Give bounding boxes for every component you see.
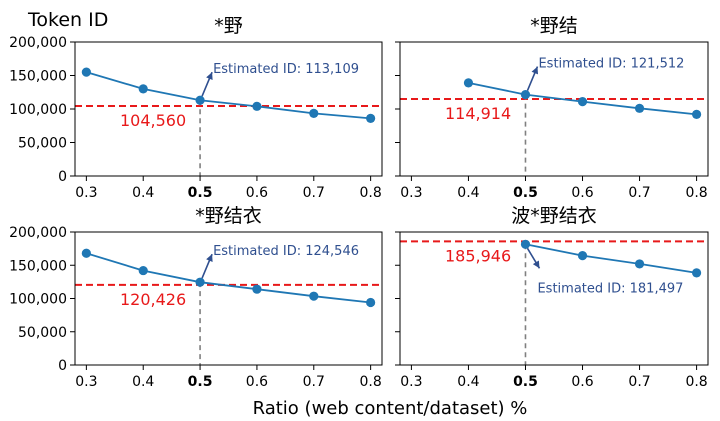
x-tick-label: 0.5 bbox=[188, 185, 213, 201]
x-tick-label: 0.7 bbox=[303, 374, 325, 390]
x-tick-label: 0.7 bbox=[303, 185, 325, 201]
estimate-annotation: Estimated ID: 113,109 bbox=[213, 62, 359, 77]
x-tick-label: 0.5 bbox=[188, 374, 213, 390]
x-tick-label: 0.7 bbox=[628, 185, 650, 201]
x-tick-label: 0.8 bbox=[685, 185, 707, 201]
x-tick-label: 0.8 bbox=[685, 374, 707, 390]
x-tick-label: 0.6 bbox=[571, 374, 593, 390]
chart-title: 波*野结衣 bbox=[511, 205, 597, 227]
reference-label: 104,560 bbox=[120, 111, 186, 130]
y-tick-label: 150,000 bbox=[9, 258, 67, 274]
x-tick-label: 0.8 bbox=[359, 374, 381, 390]
data-point bbox=[81, 248, 91, 258]
data-point bbox=[691, 109, 702, 119]
chart-title: *野结衣 bbox=[195, 205, 262, 227]
data-point bbox=[252, 284, 262, 294]
reference-label: 114,914 bbox=[445, 104, 511, 123]
data-point bbox=[577, 97, 588, 107]
series-line bbox=[86, 71, 371, 120]
x-tick-label: 0.3 bbox=[75, 185, 97, 201]
y-tick-label: 200,000 bbox=[9, 35, 67, 51]
series-line bbox=[525, 243, 697, 274]
data-point bbox=[309, 291, 319, 301]
reference-label: 120,426 bbox=[120, 290, 186, 309]
x-tick-label: 0.3 bbox=[75, 374, 97, 390]
data-point bbox=[309, 108, 319, 118]
x-tick-label: 0.4 bbox=[132, 374, 154, 390]
annotation-arrowhead bbox=[206, 254, 213, 262]
annotation-arrowhead bbox=[531, 66, 539, 75]
x-tick-label: 0.4 bbox=[457, 185, 479, 201]
x-tick-label: 0.6 bbox=[571, 185, 593, 201]
x-axis-label: Ratio (web content/dataset) % bbox=[253, 398, 528, 419]
chart-panel-2: *野结 114,914 Estimated ID: 121,512 0.3 0.4 0.5… bbox=[395, 15, 709, 201]
x-tick-label: 0.7 bbox=[628, 374, 650, 390]
x-tick-label: 0.5 bbox=[513, 185, 538, 201]
y-tick-label: 150,000 bbox=[9, 69, 67, 85]
data-point bbox=[252, 101, 262, 111]
chart-panel-1: *野 104,560 Estimated ID: 113,109 0.3 0.4 0.5 0… bbox=[9, 15, 383, 201]
x-tick-label: 0.4 bbox=[457, 374, 479, 390]
x-tick-label: 0.4 bbox=[132, 185, 154, 201]
data-point bbox=[634, 259, 645, 269]
y-tick-label: 0 bbox=[58, 169, 67, 185]
chart-title: *野结 bbox=[530, 15, 578, 37]
series-line bbox=[86, 252, 371, 304]
data-point bbox=[138, 265, 148, 276]
y-tick-label: 200,000 bbox=[9, 225, 67, 241]
annotation-arrowhead bbox=[206, 72, 213, 81]
x-tick-label: 0.8 bbox=[359, 185, 381, 201]
data-point bbox=[634, 103, 645, 113]
y-tick-label: 100,000 bbox=[9, 292, 67, 308]
data-point bbox=[81, 67, 91, 77]
y-tick-label: 50,000 bbox=[18, 136, 67, 152]
data-point bbox=[195, 277, 205, 287]
y-axis-label: Token ID bbox=[27, 9, 108, 31]
y-tick-label: 50,000 bbox=[18, 325, 67, 341]
x-tick-label: 0.6 bbox=[246, 185, 268, 201]
annotation-arrowhead bbox=[532, 260, 540, 269]
data-point bbox=[138, 84, 148, 94]
x-tick-label: 0.3 bbox=[400, 374, 422, 390]
data-point bbox=[520, 89, 531, 100]
x-tick-label: 0.3 bbox=[400, 185, 422, 201]
x-tick-label: 0.6 bbox=[246, 374, 268, 390]
data-point bbox=[520, 239, 531, 249]
reference-label: 185,946 bbox=[445, 246, 511, 265]
chart-title: *野 bbox=[214, 15, 243, 37]
data-point bbox=[577, 251, 588, 261]
y-tick-label: 100,000 bbox=[9, 102, 67, 118]
chart-panel-3: *野结衣 120,426 Estimated ID: 124,546 0.3 0.4 0.… bbox=[9, 205, 383, 390]
data-point bbox=[463, 78, 474, 88]
y-tick-label: 0 bbox=[58, 358, 67, 374]
data-point bbox=[366, 113, 376, 123]
x-tick-label: 0.5 bbox=[513, 374, 538, 390]
data-point bbox=[195, 95, 205, 105]
estimate-annotation: Estimated ID: 124,546 bbox=[213, 244, 359, 259]
data-point bbox=[366, 297, 376, 308]
estimate-annotation: Estimated ID: 181,497 bbox=[537, 281, 683, 296]
estimate-annotation: Estimated ID: 121,512 bbox=[538, 57, 684, 72]
data-point bbox=[691, 268, 702, 278]
